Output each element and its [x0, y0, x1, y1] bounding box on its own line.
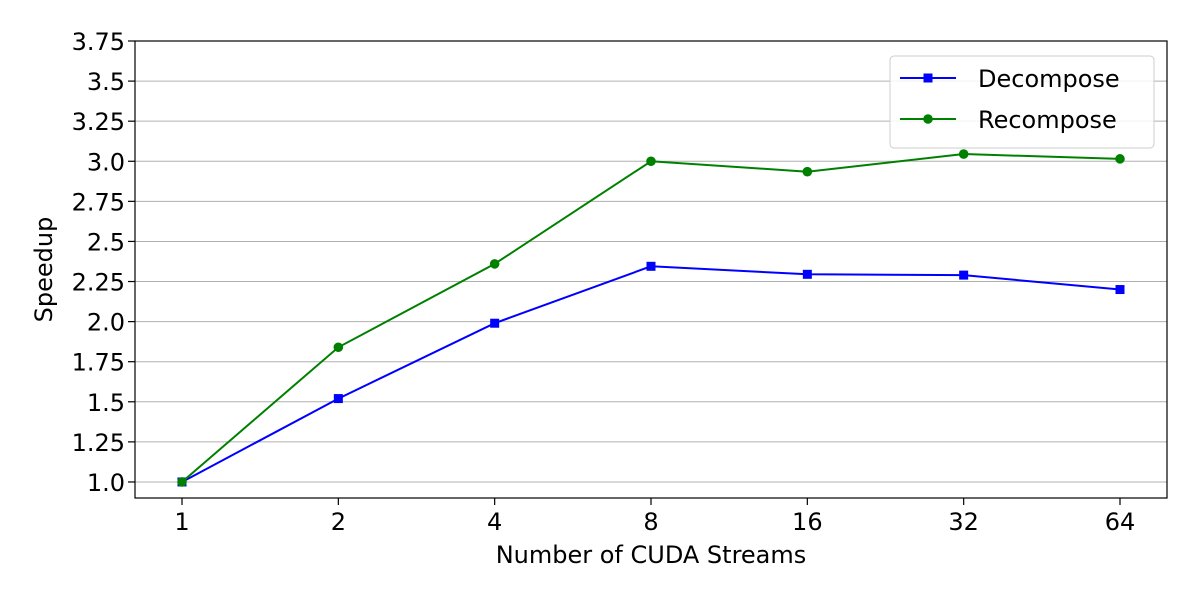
x-tick-label: 64: [1105, 508, 1136, 536]
x-tick-label: 32: [948, 508, 979, 536]
legend: Decompose Recompose: [889, 55, 1155, 149]
series-recompose: [177, 149, 1125, 487]
data-point: [490, 318, 500, 328]
series-decompose: [177, 261, 1125, 487]
legend-entry: Decompose: [900, 65, 1120, 93]
x-tick-label: 8: [643, 508, 658, 536]
data-point: [646, 261, 656, 271]
data-point: [1115, 154, 1125, 164]
y-tick-label: 1.25: [72, 429, 125, 457]
x-tick-label: 2: [331, 508, 346, 536]
data-point: [333, 394, 343, 404]
data-point: [646, 156, 656, 167]
legend-entry: Recompose: [900, 106, 1117, 134]
data-point: [959, 270, 969, 280]
y-tick-label: 2.25: [72, 269, 125, 297]
data-point: [1115, 285, 1125, 295]
data-point: [177, 477, 187, 487]
y-tick-label: 3.5: [87, 68, 125, 96]
y-tick-label: 1.75: [72, 349, 125, 377]
series-line: [181, 265, 1121, 483]
y-tick-label: 3.0: [87, 148, 125, 176]
y-tick-label: 1.5: [87, 389, 125, 417]
y-axis-title: Speedup: [30, 217, 58, 323]
x-axis-title: Number of CUDA Streams: [496, 541, 807, 569]
y-tick-label: 1.0: [87, 469, 125, 497]
legend-marker: [923, 73, 933, 83]
legend-label: Recompose: [978, 106, 1117, 134]
x-tick-label: 1: [174, 508, 189, 536]
data-point: [333, 342, 344, 353]
y-tick-label: 2.0: [87, 309, 125, 337]
series-line: [181, 153, 1121, 483]
data-point: [958, 149, 969, 159]
y-axis-ticks: 1.0 1.25 1.5 1.75 2.0 2.25 2.5 2.75 3.0 3.25 3.5 3.…: [72, 28, 135, 497]
data-point: [489, 259, 500, 269]
legend-marker: [923, 114, 933, 124]
x-axis-ticks: 1 2 4 8 16 32 64: [174, 498, 1135, 536]
y-tick-label: 3.25: [72, 108, 125, 136]
y-tick-label: 2.75: [72, 188, 125, 216]
y-tick-label: 2.5: [87, 228, 125, 256]
y-tick-label: 3.75: [72, 28, 125, 56]
series-group: [177, 149, 1125, 487]
data-point: [802, 269, 812, 279]
x-tick-label: 16: [792, 508, 823, 536]
legend-label: Decompose: [978, 65, 1120, 93]
x-tick-label: 4: [487, 508, 502, 536]
data-point: [802, 166, 813, 177]
